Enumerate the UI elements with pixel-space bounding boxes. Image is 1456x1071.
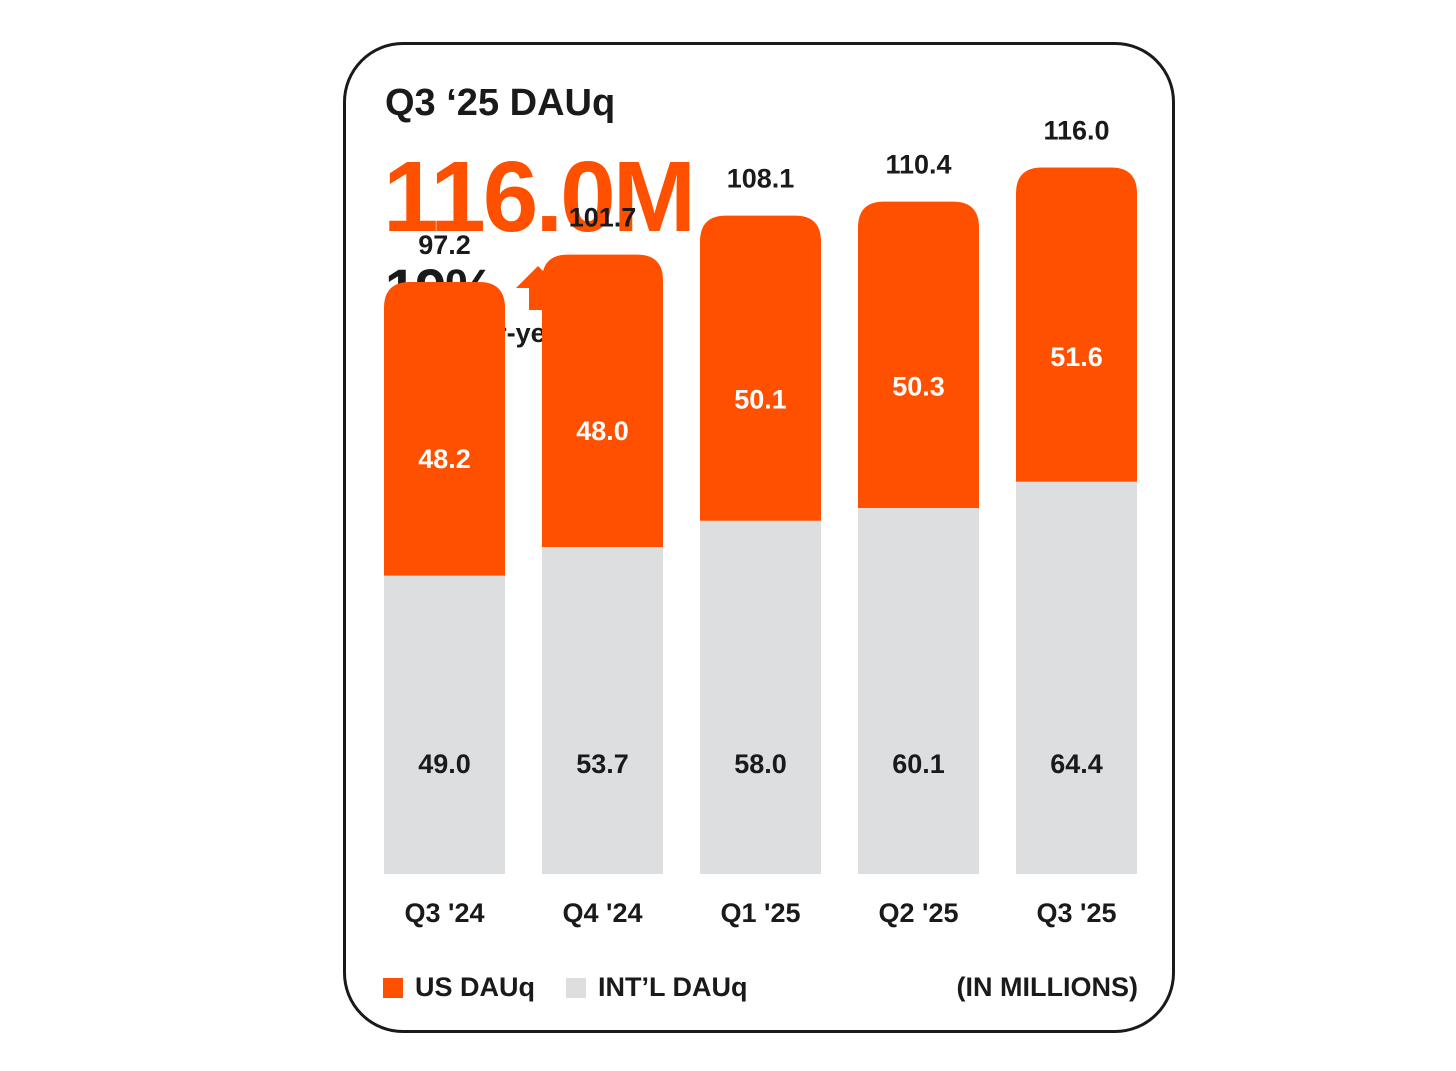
legend: US DAUq INT’L DAUq (IN MILLIONS) [383, 972, 1138, 1008]
bar-us-label: 51.6 [1050, 342, 1103, 372]
bar-intl-label: 58.0 [734, 749, 787, 779]
bar-total-label: 101.7 [569, 203, 637, 233]
bar-us-label: 48.0 [576, 416, 629, 446]
x-tick-label: Q1 '25 [721, 898, 801, 928]
bar-us-label: 50.3 [892, 371, 945, 401]
bar-intl [542, 546, 663, 874]
bar-us [542, 254, 663, 547]
bar-intl-label: 64.4 [1050, 749, 1103, 779]
bar-group: 97.2 48.2 49.0 Q3 '24 [384, 230, 505, 928]
legend-item-intl: INT’L DAUq [566, 972, 748, 1003]
legend-label-intl: INT’L DAUq [598, 972, 748, 1002]
chart-title: Q3 ‘25 DAUq [385, 82, 616, 124]
legend-swatch-intl [566, 977, 586, 998]
bar-us [1016, 167, 1137, 482]
bar-total-label: 110.4 [885, 150, 951, 180]
bar-total-label: 97.2 [418, 230, 471, 260]
x-tick-label: Q3 '25 [1037, 898, 1117, 928]
bar-intl-label: 53.7 [576, 749, 629, 779]
x-tick-label: Q4 '24 [563, 898, 643, 928]
headline-value: 116.0M [383, 141, 696, 253]
bar-intl-label: 49.0 [418, 749, 471, 779]
bar-group: 108.1 50.1 58.0 Q1 '25 [700, 164, 821, 928]
bar-total-label: 116.0 [1043, 116, 1109, 146]
bar-group: 116.0 51.6 64.4 Q3 '25 [1016, 116, 1137, 928]
bar-intl [1016, 481, 1137, 874]
bar-us [858, 201, 979, 508]
bar-intl-label: 60.1 [892, 749, 945, 779]
unit-label: (IN MILLIONS) [956, 972, 1138, 1002]
bar-intl [858, 507, 979, 874]
bar-us-label: 48.2 [418, 444, 471, 474]
x-tick-label: Q3 '24 [405, 898, 485, 928]
bar-us-label: 50.1 [734, 385, 787, 415]
legend-swatch-us [383, 977, 403, 998]
bar-us [700, 215, 821, 521]
bar-intl [384, 575, 505, 874]
legend-item-us: US DAUq [383, 972, 535, 1003]
bar-group: 110.4 50.3 60.1 Q2 '25 [858, 150, 979, 928]
bar-group: 101.7 48.0 53.7 Q4 '24 [542, 203, 663, 928]
legend-label-us: US DAUq [415, 972, 535, 1002]
bar-intl [700, 520, 821, 874]
bar-us [384, 282, 505, 576]
bar-total-label: 108.1 [727, 164, 795, 194]
x-tick-label: Q2 '25 [879, 898, 959, 928]
